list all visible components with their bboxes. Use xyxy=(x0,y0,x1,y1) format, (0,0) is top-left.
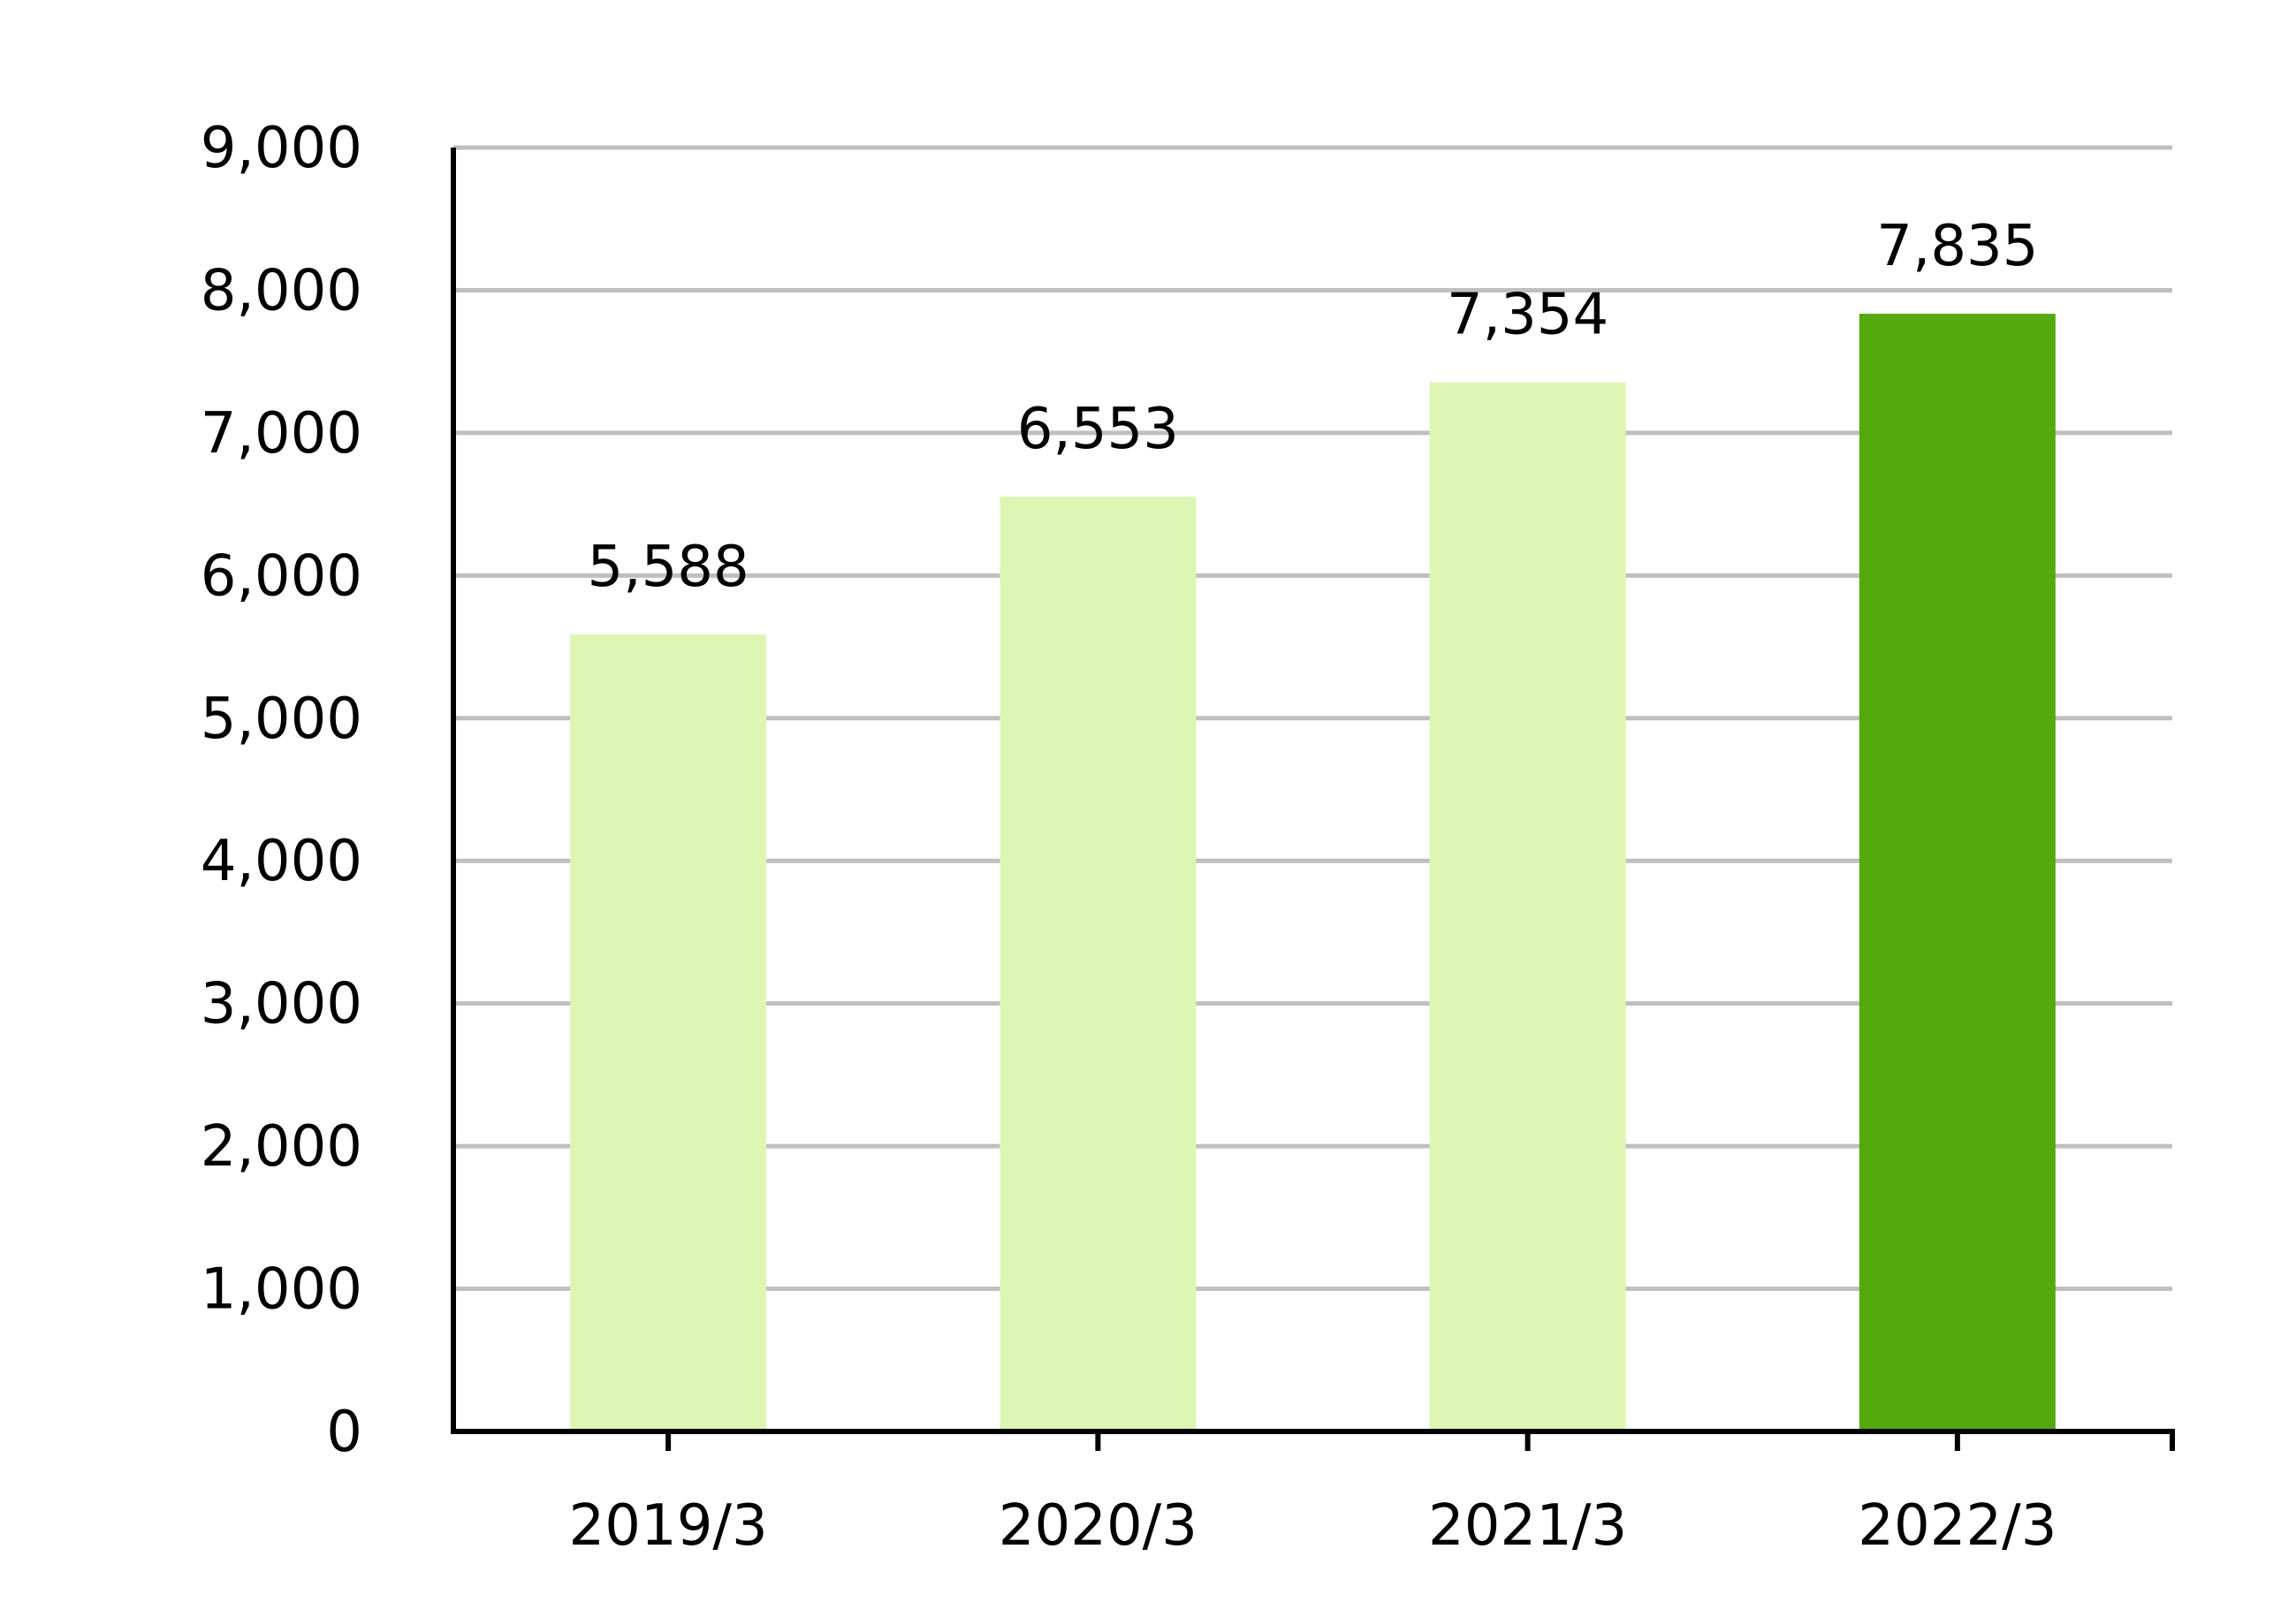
data-label: 5,588 xyxy=(588,535,749,600)
y-tick-label: 7,000 xyxy=(201,401,362,467)
x-axis-tick-labels: 2019/3 2020/3 2021/3 2022/3 xyxy=(569,1493,2057,1559)
y-tick-label: 8,000 xyxy=(201,258,362,323)
bar-2021-3 xyxy=(1429,382,1626,1431)
x-tick-label: 2021/3 xyxy=(1428,1493,1627,1559)
data-label: 7,835 xyxy=(1876,214,2038,279)
y-tick-label: 6,000 xyxy=(201,543,362,609)
axes xyxy=(451,148,2175,1451)
y-tick-label: 1,000 xyxy=(201,1257,362,1323)
y-axis-tick-labels: 0 1,000 2,000 3,000 4,000 5,000 6,000 7,000 8,00… xyxy=(201,116,362,1465)
y-tick-label: 0 xyxy=(326,1400,362,1465)
data-labels: 5,588 6,553 7,354 7,835 xyxy=(588,214,2039,600)
data-label: 7,354 xyxy=(1447,283,1608,348)
y-tick-label: 5,000 xyxy=(201,687,362,752)
y-tick-label: 4,000 xyxy=(201,829,362,894)
bars xyxy=(570,314,2056,1431)
x-tick-label: 2022/3 xyxy=(1858,1493,2057,1559)
bar-2020-3 xyxy=(1000,497,1197,1431)
y-tick-label: 3,000 xyxy=(201,972,362,1037)
y-tick-label: 2,000 xyxy=(201,1114,362,1180)
bar-2022-3 xyxy=(1859,314,2056,1431)
y-tick-label: 9,000 xyxy=(201,116,362,181)
x-tick-label: 2019/3 xyxy=(569,1493,768,1559)
data-label: 6,553 xyxy=(1017,397,1179,462)
bar-2019-3 xyxy=(570,634,767,1431)
x-tick-label: 2020/3 xyxy=(999,1493,1197,1559)
